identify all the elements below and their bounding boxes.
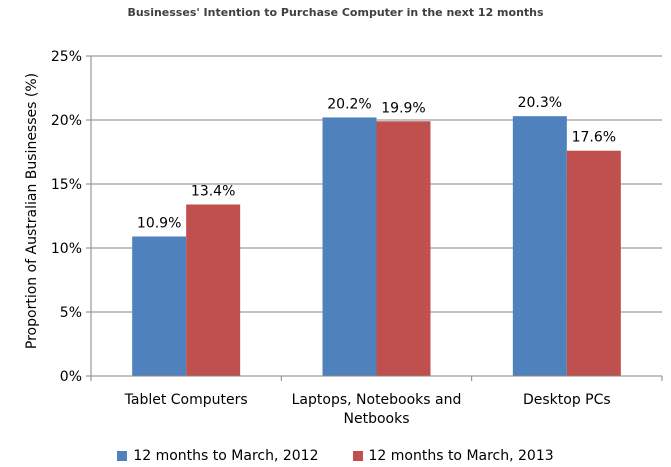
y-tick-label-15: 15% (51, 177, 82, 193)
y-tick-label-20: 20% (51, 113, 82, 129)
legend-item-2012: 12 months to March, 2012 (117, 448, 319, 464)
data-label-1-0: 20.2% (327, 96, 371, 112)
legend-label-2013: 12 months to March, 2013 (368, 448, 554, 464)
legend: 12 months to March, 2012 12 months to Ma… (0, 448, 671, 464)
data-label-0-1: 13.4% (191, 183, 235, 199)
bar-2-0 (512, 116, 567, 376)
bar-2-1 (566, 150, 621, 376)
tick-labels: 0% 5% 10% 15% 20% 25% Tablet Computers Laptops,… (51, 49, 611, 427)
y-tick-label-0: 0% (60, 369, 82, 385)
bar-1-1 (376, 121, 431, 376)
axes (86, 55, 663, 381)
x-tick-label-2-0: Desktop PCs (523, 392, 611, 408)
bars (132, 116, 621, 376)
data-label-2-1: 17.6% (572, 130, 616, 146)
bar-chart: 10.9% 13.4% 20.2% 19.9% 20.3% 17.6% 0% 5% 10% 15… (24, 49, 663, 427)
legend-swatch-2012 (117, 451, 128, 461)
x-tick-label-1-0: Laptops, Notebooks and (292, 392, 462, 408)
data-labels: 10.9% 13.4% 20.2% 19.9% 20.3% 17.6% (137, 95, 616, 231)
x-tick-label-1-1: Netbooks (344, 411, 410, 427)
data-label-2-0: 20.3% (518, 95, 562, 111)
data-label-0-0: 10.9% (137, 215, 181, 231)
y-tick-label-25: 25% (51, 49, 82, 65)
legend-swatch-2013 (352, 451, 363, 461)
bar-0-0 (132, 236, 187, 376)
bar-0-1 (186, 204, 241, 376)
y-tick-label-5: 5% (60, 305, 82, 321)
x-tick-label-0-0: Tablet Computers (124, 392, 248, 408)
bar-1-0 (322, 117, 377, 376)
legend-label-2012: 12 months to March, 2012 (133, 448, 319, 464)
chart-title: Businesses' Intention to Purchase Comput… (127, 6, 544, 19)
legend-item-2013: 12 months to March, 2013 (352, 448, 554, 464)
data-label-1-1: 19.9% (381, 100, 425, 116)
y-axis-label: Proportion of Australian Businesses (%) (24, 73, 40, 349)
y-tick-label-10: 10% (51, 241, 82, 257)
